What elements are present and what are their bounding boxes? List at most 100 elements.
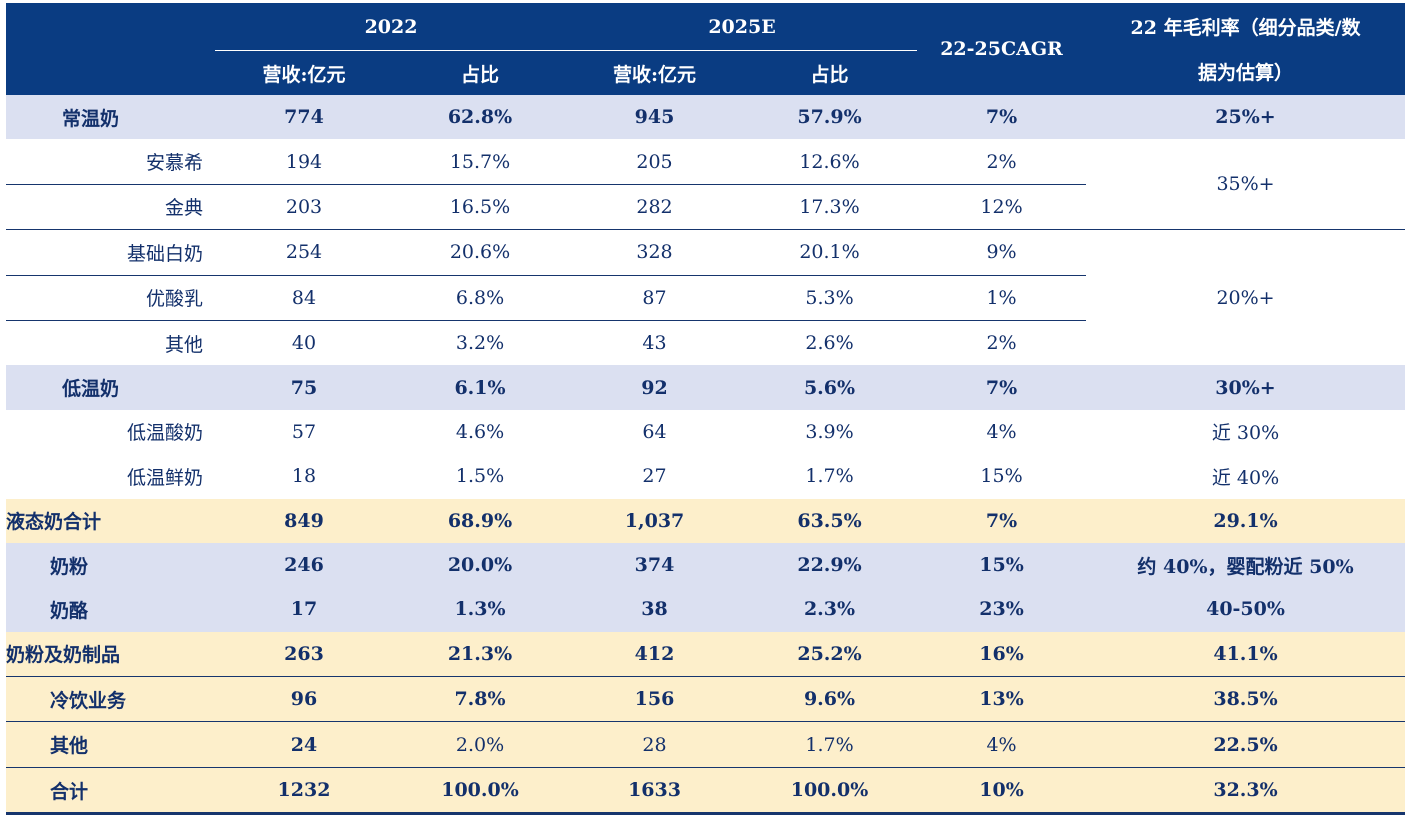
row-name: 基础白奶 [6,229,215,276]
table-row: 金典 203 16.5% 282 17.3% 12% [6,184,1405,231]
cell-share-2022: 21.3% [393,631,568,677]
cell-revenue-2022: 246 [215,542,393,588]
cell-margin: 38.5% [1086,676,1406,722]
cell-share-2025: 63.5% [742,498,918,543]
header-margin-line1: 22 年毛利率（细分品类/数 [1086,3,1406,51]
cell-cagr: 7% [917,498,1087,543]
revenue-table-container: 2022 2025E 22-25CAGR 22 年毛利率（细分品类/数 营收:亿… [6,3,1406,815]
cell-cagr: 15% [917,542,1087,588]
cell-share-2022: 20.0% [393,542,568,588]
cell-share-2025: 12.6% [742,139,918,185]
cell-margin: 29.1% [1086,498,1406,543]
cell-margin: 近 30% [1211,422,1280,445]
cell-share-2025: 1.7% [805,465,854,488]
cell-share-2022: 6.8% [393,275,568,321]
row-name: 奶粉 [6,542,215,588]
cell-share-2022: 4.6% [455,420,505,443]
row-name: 金典 [6,184,215,231]
cell-share-2022: 6.1% [393,365,568,410]
header-revenue-2022: 营收:亿元 [215,50,393,95]
row-name: 合计 [6,766,215,815]
header-share-2022: 占比 [393,50,568,95]
row-name: 液态奶合计 [6,498,215,543]
cell-share-2025: 22.9% [742,542,918,588]
table-row: 奶粉 246 20.0% 374 22.9% 15% 约 40%，婴配粉近 50… [6,542,1406,588]
cell-share-2022: 62.8% [393,95,568,140]
cell-revenue-2025: 328 [567,229,743,276]
cell-share-2025: 17.3% [742,184,918,231]
cell-margin: 32.3% [1086,766,1406,815]
cell-share-2022: 20.6% [393,229,568,276]
cell-share-2022: 15.7% [393,139,568,185]
cell-revenue-2025: 1633 [567,766,743,815]
cell-revenue-2025: 38 [567,587,743,632]
cell-revenue-2022: 18 [291,465,317,488]
cell-revenue-2025: 156 [567,676,743,722]
cell-share-2025: 2.6% [805,332,854,355]
cell-revenue-2025: 92 [567,365,743,410]
cell-share-2022: 3.2% [455,332,505,355]
header-cagr: 22-25CAGR [917,3,1087,95]
cell-cagr: 7% [917,95,1087,140]
cell-margin: 25%+ [1086,95,1406,140]
table-row: 低温酸奶 57 4.6% 64 3.9% 4% 近 30% [6,410,1405,454]
cell-revenue-2022: 203 [215,184,393,231]
cell-revenue-2022: 17 [215,587,393,632]
table-row: 优酸乳 84 6.8% 87 5.3% 1% [6,275,1405,321]
cell-revenue-2025: 412 [567,631,743,677]
header-row-years: 2022 2025E 22-25CAGR 22 年毛利率（细分品类/数 [6,3,1406,95]
cell-cagr: 15% [980,465,1023,488]
cell-margin: 约 40%，婴配粉近 50% [1086,542,1406,588]
cell-revenue-2025: 87 [567,275,743,321]
cell-share-2025: 9.6% [742,676,918,722]
header-category-blank [6,3,215,95]
cell-share-2025: 57.9% [742,95,918,140]
cell-revenue-2022: 75 [215,365,393,410]
cell-cagr: 9% [917,229,1087,276]
row-name: 冷饮业务 [6,676,215,722]
cell-cagr: 7% [917,365,1087,410]
cell-share-2022: 7.8% [393,676,568,722]
cell-share-2025: 5.6% [742,365,918,410]
cell-revenue-2022: 194 [215,139,393,185]
cell-share-2022: 2.0% [393,721,568,768]
cell-margin-merged-premium: 35%+ [1086,139,1406,231]
cell-revenue-2025: 374 [567,542,743,588]
row-name: 安慕希 [6,139,215,185]
cell-margin: 22.5% [1086,721,1406,768]
header-row-metrics: 营收:亿元 占比 营收:亿元 占比 据为估算） [6,50,1406,95]
cell-share-2025: 5.3% [742,275,918,321]
cell-revenue-2022: 40 [291,332,317,355]
cell-revenue-2022: 57 [291,420,317,443]
header-year-2022: 2022 [215,3,568,51]
row-name: 低温酸奶 [126,422,203,445]
cell-revenue-2022: 849 [215,498,393,543]
table-row: 奶酪 17 1.3% 38 2.3% 23% 40-50% [6,587,1406,632]
cell-revenue-2025: 1,037 [567,498,743,543]
cell-margin: 41.1% [1086,631,1406,677]
cell-share-2025: 100.0% [742,766,918,815]
table-row: 常温奶 774 62.8% 945 57.9% 7% 25%+ [6,95,1406,140]
header-revenue-2025: 营收:亿元 [567,50,743,95]
revenue-table: 2022 2025E 22-25CAGR 22 年毛利率（细分品类/数 营收:亿… [6,3,1406,815]
cell-share-2025: 1.7% [742,721,918,768]
cell-revenue-2025: 27 [642,465,667,488]
cell-cagr: 2% [917,139,1087,185]
table-row: 其他 40 3.2% 43 2.6% 2% [6,320,1405,365]
cell-cagr: 13% [917,676,1087,722]
table-row: 液态奶合计 849 68.9% 1,037 63.5% 7% 29.1% [6,498,1406,543]
cell-revenue-2025: 64 [642,420,667,443]
header-margin-line2: 据为估算） [1086,50,1406,95]
cell-margin: 40-50% [1086,587,1406,632]
table-row: 奶粉及奶制品 263 21.3% 412 25.2% 16% 41.1% [6,631,1406,677]
cell-margin: 30%+ [1086,365,1406,410]
cell-cagr: 2% [986,332,1017,355]
cell-cagr: 16% [917,631,1087,677]
row-name: 低温奶 [6,365,215,410]
cell-share-2025: 25.2% [742,631,918,677]
cell-margin: 近 40% [1211,466,1280,489]
cell-cagr: 1% [917,275,1087,321]
cell-revenue-2025: 282 [567,184,743,231]
cell-share-2025: 2.3% [742,587,918,632]
cell-revenue-2025: 205 [567,139,743,185]
